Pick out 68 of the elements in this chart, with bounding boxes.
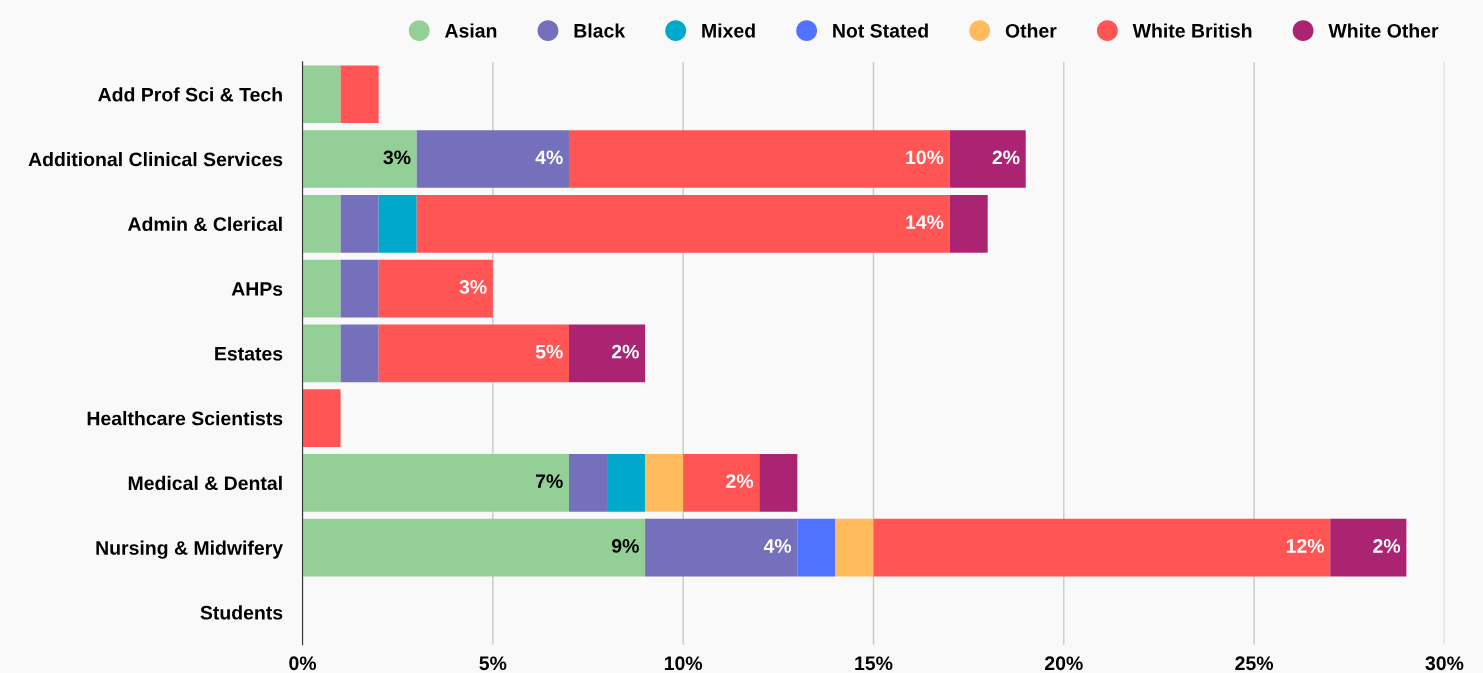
bar bbox=[873, 518, 1331, 577]
bar bbox=[340, 259, 379, 318]
y-tick-label: Admin & Clerical bbox=[127, 216, 282, 232]
x-tick-label: 10% bbox=[664, 656, 703, 671]
bar bbox=[340, 324, 379, 383]
bar bbox=[949, 130, 1026, 188]
data-label: 2% bbox=[726, 474, 754, 489]
bar bbox=[645, 454, 684, 512]
data-label: 2% bbox=[992, 150, 1020, 165]
legend-label: Not Stated bbox=[833, 23, 928, 38]
x-tick-label: 20% bbox=[1045, 656, 1083, 671]
legend-label: White British bbox=[1132, 23, 1252, 38]
data-label: 3% bbox=[459, 280, 487, 294]
bar bbox=[759, 454, 798, 512]
data-label: 7% bbox=[536, 474, 563, 489]
bar bbox=[302, 130, 417, 188]
data-label: 5% bbox=[535, 344, 563, 359]
bar bbox=[340, 65, 379, 124]
data-label: 10% bbox=[906, 150, 944, 165]
bar bbox=[302, 389, 341, 447]
bar bbox=[949, 194, 988, 253]
y-tick-label: Medical & Dental bbox=[128, 475, 282, 491]
x-tick-label: 0% bbox=[289, 656, 317, 671]
data-label: 4% bbox=[535, 150, 563, 165]
bar bbox=[378, 194, 417, 253]
x-tick-label: 25% bbox=[1235, 656, 1274, 671]
y-tick-label: Students bbox=[200, 605, 283, 620]
bar bbox=[416, 194, 950, 253]
data-label: 2% bbox=[1373, 539, 1401, 553]
y-tick-label: Estates bbox=[215, 346, 283, 361]
y-tick-label: Nursing & Midwifery bbox=[96, 540, 283, 559]
legend-label: White Other bbox=[1328, 23, 1439, 38]
bar bbox=[607, 454, 646, 512]
bar bbox=[683, 454, 760, 512]
y-tick-label: Add Prof Sci & Tech bbox=[98, 87, 282, 102]
bar bbox=[302, 454, 569, 512]
data-label: 4% bbox=[763, 539, 792, 553]
bar bbox=[1330, 518, 1407, 577]
x-tick-label: 15% bbox=[855, 656, 893, 671]
legend-label: Black bbox=[574, 23, 626, 38]
bar bbox=[302, 194, 341, 253]
data-label: 3% bbox=[383, 150, 411, 165]
data-label: 14% bbox=[906, 215, 944, 229]
bar bbox=[568, 454, 608, 512]
x-tick-label: 30% bbox=[1425, 656, 1464, 671]
bar bbox=[302, 518, 646, 577]
data-label: 2% bbox=[611, 344, 639, 359]
legend-label: Asian bbox=[444, 23, 497, 38]
bar bbox=[302, 65, 341, 124]
bar bbox=[416, 130, 569, 188]
bar bbox=[340, 194, 379, 253]
bar bbox=[568, 130, 950, 188]
x-tick-label: 5% bbox=[479, 656, 507, 671]
y-tick-label: Additional Clinical Services bbox=[28, 152, 283, 167]
bar bbox=[835, 518, 874, 577]
bar bbox=[645, 518, 798, 577]
data-label: 12% bbox=[1286, 539, 1325, 553]
legend-label: Other bbox=[1005, 23, 1057, 38]
data-label: 9% bbox=[611, 539, 639, 553]
bar bbox=[378, 259, 493, 318]
bar bbox=[302, 259, 341, 318]
legend-label: Mixed bbox=[702, 23, 755, 38]
bar bbox=[378, 324, 569, 383]
bar bbox=[568, 324, 646, 383]
y-tick-label: AHPs bbox=[231, 282, 283, 296]
bar bbox=[797, 518, 836, 577]
y-tick-label: Healthcare Scientists bbox=[87, 411, 283, 426]
bar bbox=[302, 324, 341, 383]
